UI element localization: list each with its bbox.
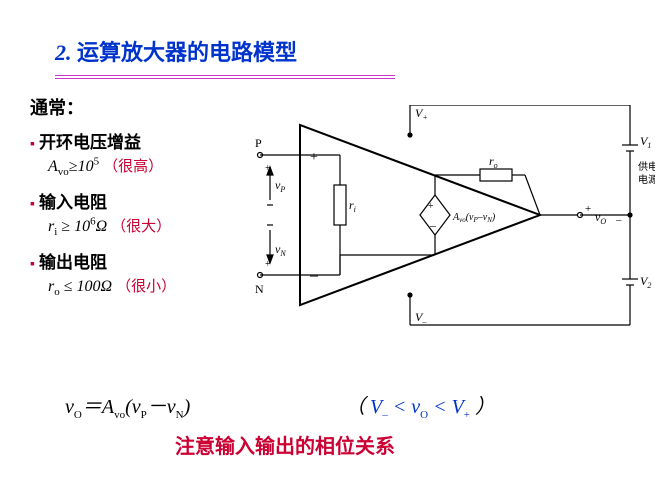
item-title: 输入电阻 (39, 193, 107, 212)
bullet-icon: ▪ (30, 197, 35, 212)
annotation: （很高） (103, 159, 163, 175)
usual-label: 通常： (30, 94, 270, 120)
label-P: P (255, 136, 262, 150)
svg-text:电源: 电源 (638, 173, 655, 186)
label-N: N (255, 282, 264, 296)
title-text: 运算放大器的电路模型 (77, 40, 297, 65)
label-ro: ro (489, 154, 498, 170)
output-equation: vO＝Avo(vP－vN) (65, 390, 190, 421)
label-vP: vP (275, 178, 285, 194)
item-formula: ri ≥ 106Ω （很大） (48, 215, 270, 238)
label-vo: vO (595, 210, 606, 226)
circuit-diagram: + – + – + – (245, 105, 655, 345)
label-power: 供电 (638, 160, 655, 173)
svg-text:+: + (265, 259, 271, 270)
item-title: 开环电压增益 (39, 133, 141, 152)
label-V1: V1 (640, 134, 651, 150)
label-ri: ri (349, 198, 356, 214)
svg-text:+: + (265, 163, 271, 174)
item-formula: ro ≤ 100Ω （很小） (48, 275, 270, 298)
svg-text:+: + (585, 203, 591, 215)
item-gain: ▪ 开环电压增益 Avo≥105 （很高） (30, 128, 270, 178)
title-number: 2. (55, 40, 72, 65)
item-rin: ▪ 输入电阻 ri ≥ 106Ω （很大） (30, 188, 270, 238)
left-column: 通常： ▪ 开环电压增益 Avo≥105 （很高） ▪ 输入电阻 ri ≥ 106Ω… (30, 94, 270, 299)
annotation: （很大） (111, 219, 171, 235)
bullet-icon: ▪ (30, 137, 35, 152)
item-formula: Avo≥105 （很高） (48, 155, 270, 178)
title-divider (55, 75, 395, 79)
bullet-icon: ▪ (30, 257, 35, 272)
label-Vminus: V– (415, 310, 427, 326)
label-Vplus: V+ (415, 106, 428, 122)
label-V2: V2 (640, 274, 651, 290)
item-rout: ▪ 输出电阻 ro ≤ 100Ω （很小） (30, 248, 270, 298)
output-range: （ V– < vO < V+ ） (345, 390, 495, 421)
label-source: Avo(vP–vN) (452, 212, 496, 224)
label-vN: vN (275, 242, 286, 258)
svg-text:+: + (428, 201, 434, 212)
title-section: 2. 运算放大器的电路模型 (55, 35, 637, 67)
svg-text:–: – (429, 218, 437, 232)
svg-text:–: – (615, 214, 622, 226)
svg-text:+: + (310, 150, 318, 165)
phase-note: 注意输入输出的相位关系 (175, 430, 395, 459)
item-title: 输出电阻 (39, 253, 107, 272)
annotation: （很小） (116, 279, 176, 295)
